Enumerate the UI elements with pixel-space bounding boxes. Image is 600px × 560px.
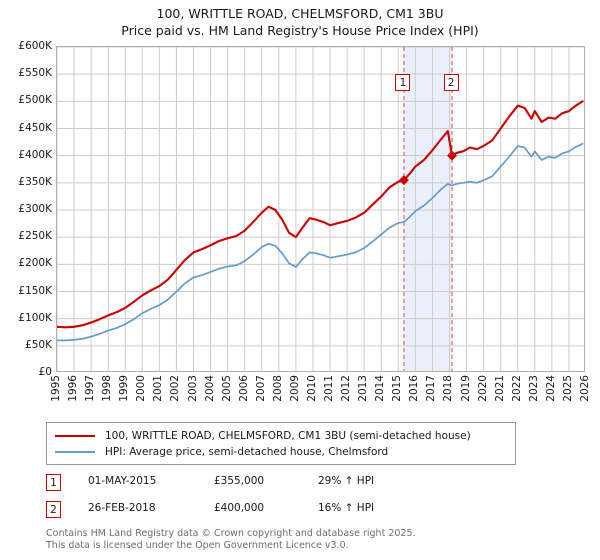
x-axis-tick-label: 1998 <box>101 375 114 402</box>
x-axis-tick-label: 2014 <box>374 375 387 402</box>
legend-swatch-hpi <box>55 451 95 453</box>
legend-label-hpi: HPI: Average price, semi-detached house,… <box>105 446 389 458</box>
x-axis-labels: 1995 1996 1997 1998 1999 2000 2001 2002 2003 2004… <box>50 375 591 420</box>
annotation-marker-box: 1 <box>395 74 411 91</box>
annotation-marker-box: 2 <box>443 74 459 91</box>
chart-svg <box>57 47 584 371</box>
txn-price-2: £400,000 <box>214 502 265 514</box>
page-title: 100, WRITTLE ROAD, CHELMSFORD, CM1 3BU P… <box>0 0 600 39</box>
title-line-1: 100, WRITTLE ROAD, CHELMSFORD, CM1 3BU <box>156 6 444 21</box>
x-axis-tick-label: 2003 <box>186 375 199 402</box>
x-axis-tick-label: 2005 <box>220 375 233 402</box>
x-axis-tick-label: 2009 <box>288 375 301 402</box>
x-axis-tick-label: 2006 <box>237 375 250 402</box>
y-axis-tick-label: £450K <box>18 121 52 134</box>
y-axis-tick-label: £350K <box>18 175 52 188</box>
txn-delta-1: 29% ↑ HPI <box>318 475 375 487</box>
annotation-point-marker <box>398 175 409 186</box>
txn-badge-1: 1 <box>46 474 61 491</box>
x-axis-tick-label: 2022 <box>510 375 523 402</box>
x-axis-tick-label: 1996 <box>67 375 80 402</box>
footer-attribution: Contains HM Land Registry data © Crown c… <box>46 528 566 551</box>
x-axis-tick-label: 2026 <box>579 375 591 402</box>
txn-date-1: 01-MAY-2015 <box>88 475 157 487</box>
table-row: 1 01-MAY-2015 £355,000 29% ↑ HPI <box>46 472 516 499</box>
x-axis-tick-label: 2000 <box>135 375 148 402</box>
x-axis-tick-label: 2017 <box>425 375 438 402</box>
x-axis-tick-label: 2020 <box>476 375 489 402</box>
x-axis-tick-label: 2001 <box>152 375 165 402</box>
series-line-price-paid <box>57 100 584 329</box>
x-axis-tick-label: 2012 <box>340 375 353 402</box>
x-axis-tick-label: 2015 <box>391 375 404 402</box>
y-axis-tick-label: £400K <box>18 148 52 161</box>
series-line-hpi <box>57 142 584 342</box>
y-axis-tick-label: £100K <box>18 311 52 324</box>
x-axis-tick-label: 2019 <box>459 375 472 402</box>
y-axis-labels: £0 £50K £100K £150K £200K £250K £300K £350K £400… <box>0 40 52 378</box>
legend-row-price-paid: 100, WRITTLE ROAD, CHELMSFORD, CM1 3BU (… <box>55 428 507 444</box>
plot-canvas <box>56 46 585 372</box>
x-axis-tick-label: 2013 <box>357 375 370 402</box>
y-axis-tick-label: £300K <box>18 203 52 215</box>
x-axis-tick-label: 2025 <box>561 375 574 402</box>
y-axis-tick-label: £50K <box>25 338 52 351</box>
transactions-table: 1 01-MAY-2015 £355,000 29% ↑ HPI 2 26-FE… <box>46 472 516 526</box>
legend-label-price-paid: 100, WRITTLE ROAD, CHELMSFORD, CM1 3BU (… <box>105 430 471 442</box>
x-axis-tick-label: 1997 <box>84 375 97 402</box>
txn-badge-2: 2 <box>46 501 61 518</box>
y-axis-tick-label: £150K <box>18 284 52 297</box>
x-axis-tick-label: 2023 <box>527 375 540 402</box>
chart-legend: 100, WRITTLE ROAD, CHELMSFORD, CM1 3BU (… <box>46 422 516 465</box>
x-axis-tick-label: 1995 <box>50 375 62 402</box>
x-axis-tick-label: 1999 <box>118 375 131 402</box>
footer-line-2: This data is licensed under the Open Gov… <box>46 539 349 551</box>
x-axis-tick-label: 2018 <box>442 375 455 402</box>
legend-swatch-price-paid <box>55 435 95 437</box>
annotation-point-marker <box>447 150 458 161</box>
x-axis-tick-label: 2024 <box>544 375 557 402</box>
x-axis-tick-label: 2010 <box>305 375 318 402</box>
x-axis-tick-label: 2007 <box>254 375 267 402</box>
x-axis-tick-label: 2004 <box>203 375 216 402</box>
txn-price-1: £355,000 <box>214 475 265 487</box>
y-axis-tick-label: £500K <box>18 94 52 107</box>
x-axis-tick-label: 2008 <box>271 375 284 402</box>
title-line-2: Price paid vs. HM Land Registry's House … <box>121 23 479 38</box>
chart-area: £0 £50K £100K £150K £200K £250K £300K £350K £400… <box>0 40 591 420</box>
y-axis-tick-label: £600K <box>18 40 52 52</box>
x-axis-tick-label: 2021 <box>493 375 506 402</box>
txn-delta-2: 16% ↑ HPI <box>318 502 375 514</box>
footer-line-1: Contains HM Land Registry data © Crown c… <box>46 528 416 539</box>
legend-row-hpi: HPI: Average price, semi-detached house,… <box>55 444 507 460</box>
table-row: 2 26-FEB-2018 £400,000 16% ↑ HPI <box>46 499 516 526</box>
y-axis-tick-label: £200K <box>18 257 52 270</box>
txn-date-2: 26-FEB-2018 <box>88 502 156 514</box>
x-axis-tick-label: 2016 <box>408 375 421 402</box>
x-axis-tick-label: 2002 <box>169 375 182 402</box>
y-axis-tick-label: £550K <box>18 67 52 80</box>
x-axis-tick-label: 2011 <box>323 375 336 402</box>
y-axis-tick-label: £0 <box>38 366 52 378</box>
y-axis-tick-label: £250K <box>18 230 52 243</box>
